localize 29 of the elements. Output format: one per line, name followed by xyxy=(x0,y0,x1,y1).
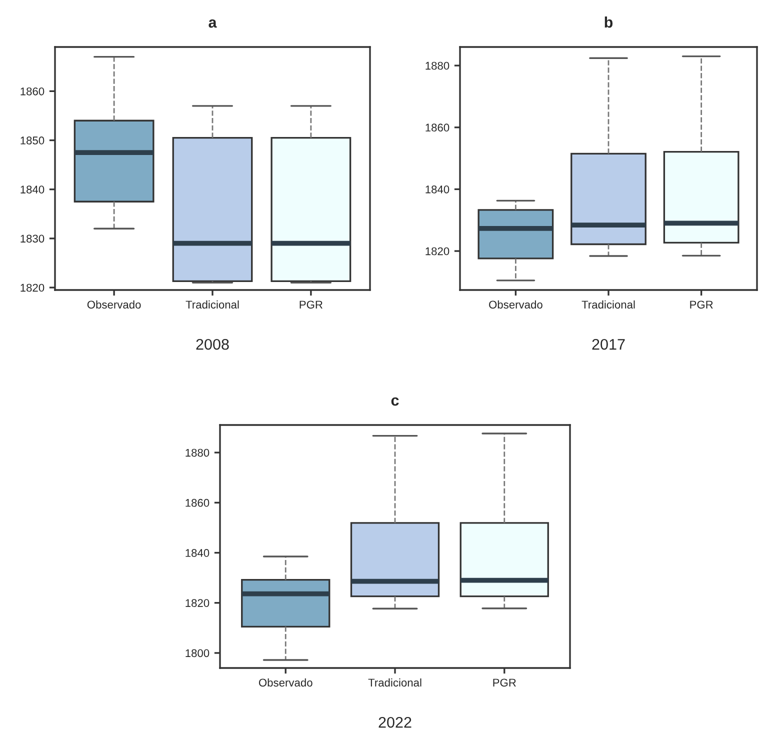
x-axis-title: 2022 xyxy=(378,716,412,728)
x-tick-label: Tradicional xyxy=(368,678,422,687)
x-tick-label: Observado xyxy=(258,678,312,687)
y-tick-label: 1840 xyxy=(426,185,450,194)
y-tick-label: 1880 xyxy=(186,448,210,457)
chart-title: a xyxy=(208,19,217,28)
chart-title: c xyxy=(391,397,399,406)
x-tick-label: Tradicional xyxy=(186,300,239,309)
x-axis-title: 2008 xyxy=(196,338,229,350)
chart-title: b xyxy=(604,16,613,28)
y-tick-label: 1860 xyxy=(426,124,450,132)
y-tick-label: 1880 xyxy=(426,62,450,70)
x-tick-label: Tradicional xyxy=(582,300,635,309)
x-tick-label: PGR xyxy=(493,678,516,687)
y-tick-label: 1860 xyxy=(186,498,210,507)
y-tick-label: 1850 xyxy=(20,136,44,144)
x-tick-label: PGR xyxy=(690,300,713,309)
x-tick-label: PGR xyxy=(300,300,322,309)
x-tick-label: Observado xyxy=(87,300,141,309)
y-tick-label: 1860 xyxy=(20,87,44,96)
y-tick-label: 1840 xyxy=(186,549,210,557)
y-tick-label: 1830 xyxy=(20,234,44,243)
y-tick-label: 1820 xyxy=(20,284,44,292)
y-tick-label: 1820 xyxy=(426,247,450,256)
x-tick-label: Observado xyxy=(489,300,542,309)
y-tick-label: 1840 xyxy=(20,186,44,194)
y-tick-label: 1800 xyxy=(186,649,210,658)
y-tick-label: 1820 xyxy=(186,599,210,607)
x-axis-title: 2017 xyxy=(592,338,625,350)
